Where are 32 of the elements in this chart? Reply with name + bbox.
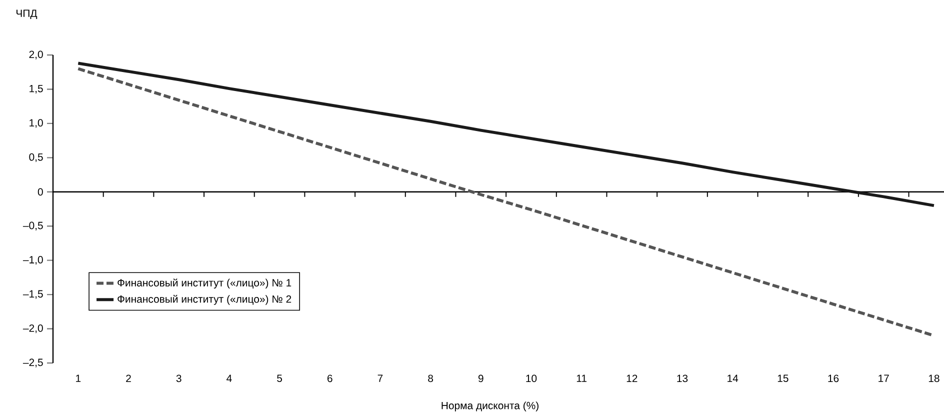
x-tick-label: 4 bbox=[226, 374, 232, 382]
y-tick-label: –0,5 bbox=[22, 222, 43, 230]
x-tick-label: 6 bbox=[327, 374, 332, 382]
y-tick-label: –2,0 bbox=[22, 324, 43, 334]
x-tick-label: 18 bbox=[928, 374, 940, 382]
x-tick-label: 14 bbox=[728, 374, 738, 382]
x-tick-label: 17 bbox=[878, 374, 889, 382]
x-tick-label: 2 bbox=[126, 374, 131, 382]
x-tick-label: 9 bbox=[478, 374, 484, 382]
x-tick-label: 16 bbox=[828, 374, 839, 382]
x-tick-label: 12 bbox=[626, 374, 638, 382]
legend-label: Финансовый институт («лицо») № 1 bbox=[118, 278, 292, 289]
y-tick-label: –1,5 bbox=[22, 290, 43, 299]
x-tick-label: 5 bbox=[277, 374, 282, 382]
y-tick-label: 2,0 bbox=[29, 50, 43, 60]
y-tick-label: 1,5 bbox=[30, 84, 43, 94]
x-axis-title: Норма дисконта (%) bbox=[442, 402, 538, 412]
y-tick-label: 0 bbox=[38, 188, 43, 196]
x-tick-label: 11 bbox=[576, 374, 586, 382]
x-tick-label: 13 bbox=[677, 374, 688, 382]
y-tick-label: –1,0 bbox=[22, 256, 43, 265]
y-tick-label: 1,0 bbox=[30, 119, 43, 128]
y-axis-title: ЧПД bbox=[16, 10, 38, 19]
legend-label: Финансовый институт («лицо») № 2 bbox=[118, 294, 292, 305]
x-tick-label: 8 bbox=[428, 374, 434, 382]
x-tick-label: 3 bbox=[176, 374, 182, 382]
x-tick-label: 10 bbox=[526, 374, 537, 382]
y-tick-label: 0,5 bbox=[29, 153, 43, 162]
x-tick-label: 1 bbox=[76, 374, 81, 382]
x-tick-label: 15 bbox=[778, 374, 788, 382]
y-tick-label: –2,5 bbox=[22, 358, 43, 368]
x-tick-label: 7 bbox=[378, 374, 383, 382]
